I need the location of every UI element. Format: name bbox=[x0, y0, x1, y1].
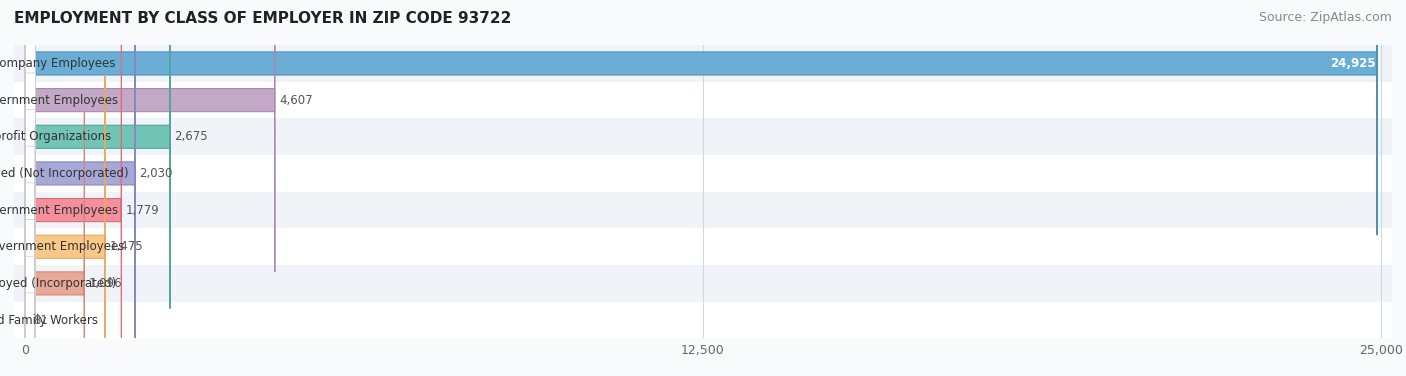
Text: Source: ZipAtlas.com: Source: ZipAtlas.com bbox=[1258, 11, 1392, 24]
Bar bbox=[14, 118, 1392, 155]
Text: EMPLOYMENT BY CLASS OF EMPLOYER IN ZIP CODE 93722: EMPLOYMENT BY CLASS OF EMPLOYER IN ZIP C… bbox=[14, 11, 512, 26]
Text: Not-for-profit Organizations: Not-for-profit Organizations bbox=[0, 130, 111, 143]
FancyBboxPatch shape bbox=[25, 164, 35, 329]
Text: Self-Employed (Not Incorporated): Self-Employed (Not Incorporated) bbox=[0, 167, 129, 180]
FancyBboxPatch shape bbox=[25, 0, 1376, 235]
FancyBboxPatch shape bbox=[25, 127, 35, 293]
Text: Local Government Employees: Local Government Employees bbox=[0, 94, 118, 107]
Bar bbox=[14, 155, 1392, 192]
Text: 1,475: 1,475 bbox=[110, 240, 143, 253]
Text: 1,096: 1,096 bbox=[89, 277, 122, 290]
FancyBboxPatch shape bbox=[25, 0, 274, 272]
Text: Private Company Employees: Private Company Employees bbox=[0, 57, 115, 70]
FancyBboxPatch shape bbox=[25, 0, 170, 309]
Bar bbox=[14, 229, 1392, 265]
FancyBboxPatch shape bbox=[25, 112, 84, 376]
Text: 81: 81 bbox=[34, 314, 49, 327]
FancyBboxPatch shape bbox=[25, 2, 135, 345]
FancyBboxPatch shape bbox=[25, 75, 105, 376]
FancyBboxPatch shape bbox=[25, 17, 35, 183]
FancyBboxPatch shape bbox=[25, 54, 35, 220]
Text: Unpaid Family Workers: Unpaid Family Workers bbox=[0, 314, 97, 327]
Text: 2,030: 2,030 bbox=[139, 167, 173, 180]
FancyBboxPatch shape bbox=[25, 201, 35, 366]
Bar bbox=[14, 45, 1392, 82]
FancyBboxPatch shape bbox=[25, 0, 35, 146]
Text: 4,607: 4,607 bbox=[280, 94, 312, 107]
Text: Self-Employed (Incorporated): Self-Employed (Incorporated) bbox=[0, 277, 117, 290]
FancyBboxPatch shape bbox=[25, 148, 30, 376]
FancyBboxPatch shape bbox=[25, 237, 35, 376]
Bar bbox=[14, 82, 1392, 118]
Text: 2,675: 2,675 bbox=[174, 130, 208, 143]
Text: 24,925: 24,925 bbox=[1330, 57, 1375, 70]
FancyBboxPatch shape bbox=[25, 38, 121, 376]
FancyBboxPatch shape bbox=[25, 91, 35, 256]
Text: 1,779: 1,779 bbox=[125, 203, 159, 217]
Text: State Government Employees: State Government Employees bbox=[0, 203, 118, 217]
Bar bbox=[14, 192, 1392, 229]
Bar bbox=[14, 265, 1392, 302]
Text: Federal Government Employees: Federal Government Employees bbox=[0, 240, 125, 253]
Bar bbox=[14, 302, 1392, 338]
